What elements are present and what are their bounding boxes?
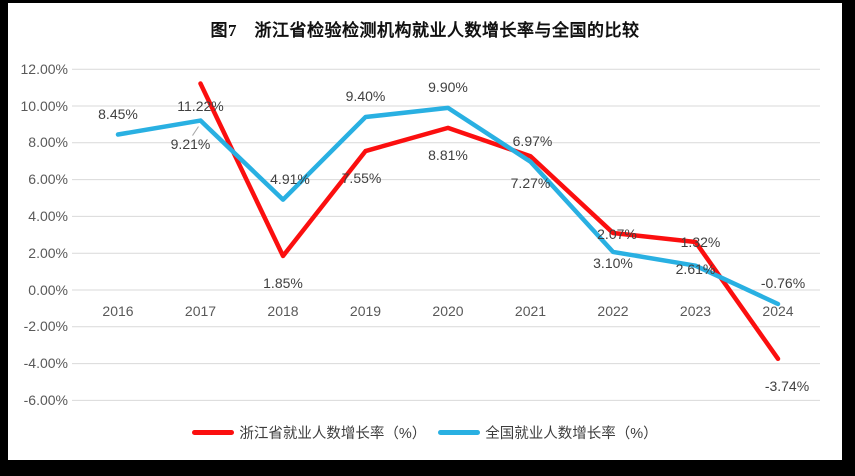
y-tick-label: 0.00% xyxy=(28,281,68,298)
data-label: 1.32% xyxy=(680,233,721,250)
data-label: 7.27% xyxy=(510,175,551,192)
chart-legend: 浙江省就业人数增长率（%） 全国就业人数增长率（%） xyxy=(8,422,842,443)
data-label: 1.85% xyxy=(263,274,303,291)
data-label: 2.61% xyxy=(675,260,716,277)
x-tick-label: 2022 xyxy=(597,303,629,319)
legend-item-national: 全国就业人数增长率（%） xyxy=(438,422,658,443)
x-tick-label: 2018 xyxy=(267,303,299,319)
chart-canvas: 图7 浙江省检验检测机构就业人数增长率与全国的比较 12.00% 10.00% 8.… xyxy=(8,3,842,460)
chart-title: 图7 浙江省检验检测机构就业人数增长率与全国的比较 xyxy=(210,21,640,40)
label-leader-line xyxy=(192,126,199,136)
y-tick-label: 12.00% xyxy=(20,60,68,77)
series-line-zhejiang xyxy=(198,81,781,362)
x-tick-label: 2021 xyxy=(514,303,547,319)
legend-label-zhejiang: 浙江省就业人数增长率（%） xyxy=(239,426,427,442)
x-tick-label: 2024 xyxy=(762,303,794,319)
data-label: 9.21% xyxy=(170,135,211,152)
y-tick-label: 4.00% xyxy=(28,207,68,224)
x-tick-label: 2016 xyxy=(102,303,134,319)
series-line-national xyxy=(115,105,781,307)
data-label: 3.10% xyxy=(593,254,633,271)
line-chart xyxy=(72,68,820,401)
x-tick-label: 2023 xyxy=(679,303,712,319)
data-label: 11.22% xyxy=(177,97,224,114)
x-tick-label: 2020 xyxy=(432,303,464,319)
data-label: 6.97% xyxy=(512,132,553,149)
y-tick-label: -6.00% xyxy=(23,391,68,408)
y-tick-label: 8.00% xyxy=(28,134,68,151)
data-label: -0.76% xyxy=(760,274,806,291)
y-tick-label: -4.00% xyxy=(23,355,68,372)
y-tick-label: 10.00% xyxy=(20,97,68,114)
legend-line-blue-icon xyxy=(438,430,481,435)
data-label: 9.40% xyxy=(345,88,386,105)
data-label: 7.55% xyxy=(341,170,382,187)
legend-label-national: 全国就业人数增长率（%） xyxy=(485,426,658,442)
y-tick-label: -2.00% xyxy=(23,318,68,335)
data-label: 4.91% xyxy=(270,170,310,187)
data-label: 2.07% xyxy=(597,225,637,242)
y-tick-label: 2.00% xyxy=(28,244,68,261)
legend-item-zhejiang: 浙江省就业人数增长率（%） xyxy=(192,422,426,443)
legend-line-red-icon xyxy=(192,430,235,435)
data-label: -3.74% xyxy=(764,377,810,394)
x-tick-label: 2019 xyxy=(349,303,382,319)
data-label: 8.45% xyxy=(98,105,138,122)
x-tick-label: 2017 xyxy=(184,303,217,319)
y-tick-label: 6.00% xyxy=(28,171,68,188)
data-label: 9.90% xyxy=(428,78,468,95)
data-label: 8.81% xyxy=(428,146,468,163)
